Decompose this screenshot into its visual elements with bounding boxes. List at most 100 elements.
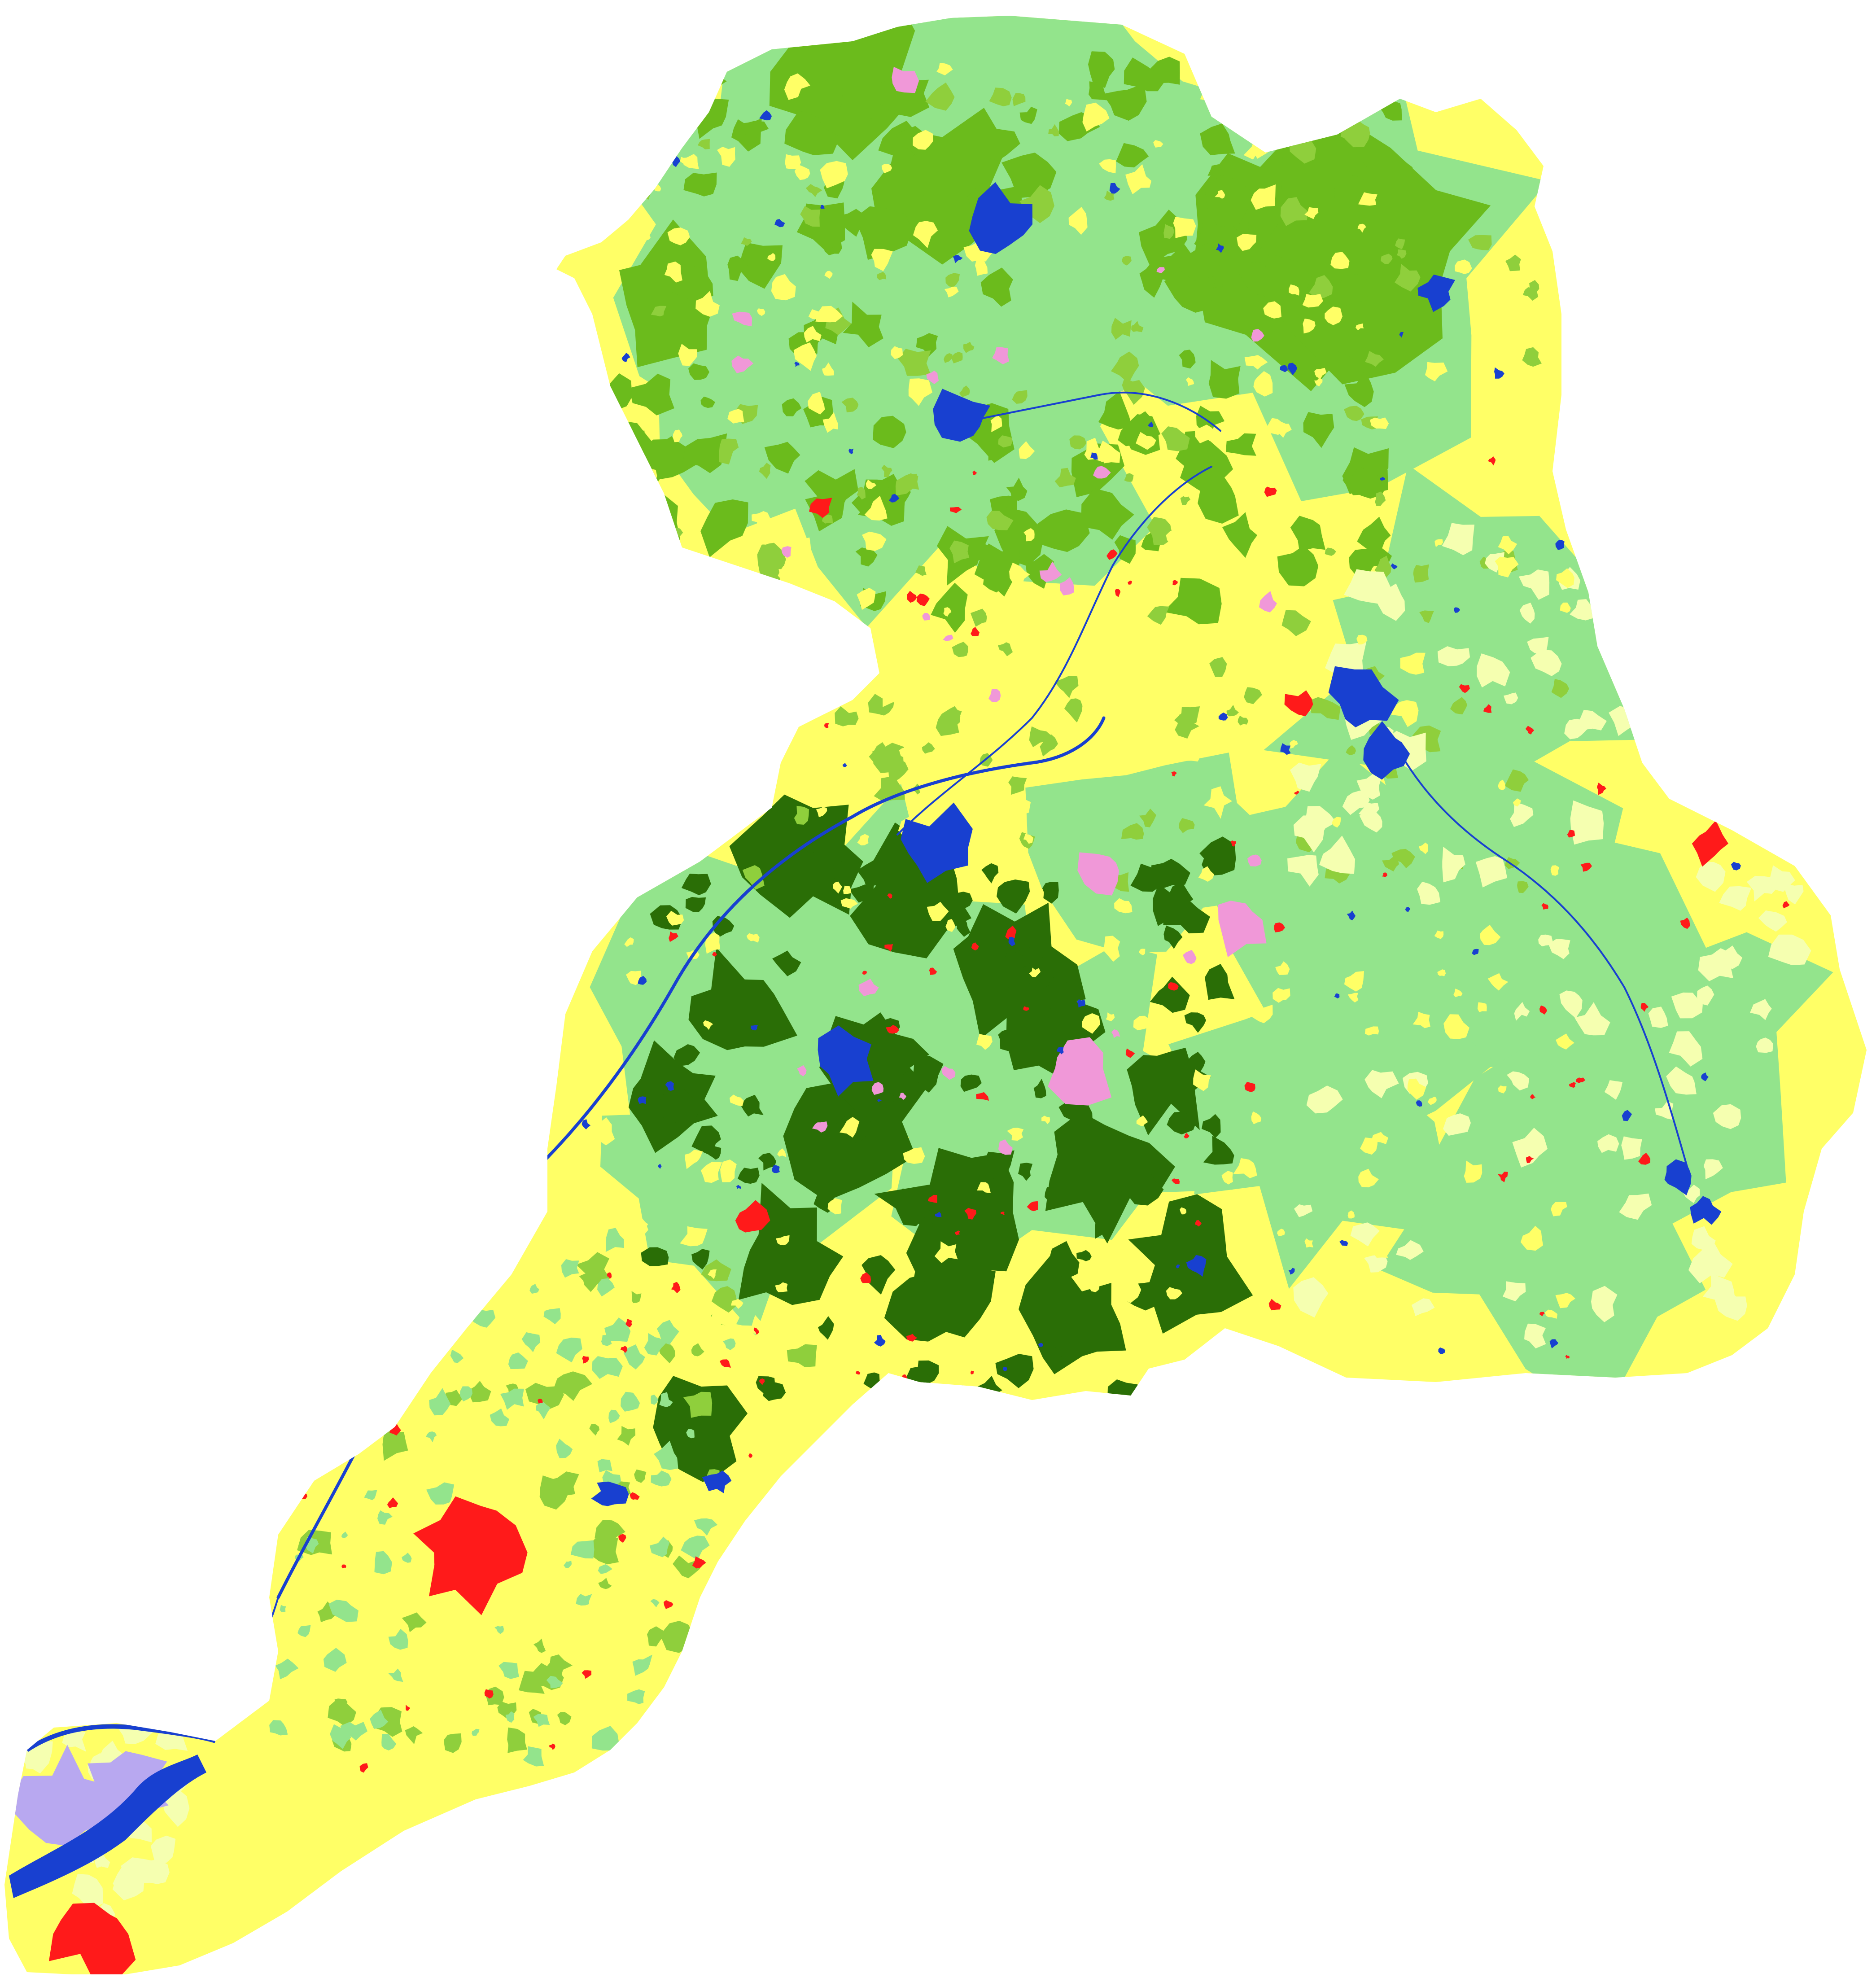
built-up-city [413, 1496, 528, 1615]
very-dense-forest-fleck [957, 917, 971, 937]
dense-forest-patch [1259, 116, 1491, 385]
water-fleck [820, 205, 825, 209]
dense-forest-fleck [1163, 578, 1222, 625]
agriculture-fleck [913, 221, 938, 248]
mixed-forest-fleck [1178, 818, 1195, 833]
agriculture-fleck [1014, 705, 1035, 729]
agriculture-fleck [1495, 556, 1519, 578]
grassland-fleck [437, 1271, 447, 1283]
mixed-forest-fleck [1391, 849, 1415, 868]
built-up-fleck [735, 1753, 748, 1766]
agriculture-fleck [1244, 355, 1268, 370]
fallow-fleck [1364, 1255, 1388, 1273]
agriculture-fleck [756, 735, 769, 752]
agriculture-fleck [578, 900, 602, 930]
barren-fleck [1093, 466, 1111, 479]
built-up-fleck [1274, 922, 1286, 932]
dense-forest-fleck [671, 264, 713, 302]
built-up-fleck [553, 1816, 562, 1826]
fallow-fleck [1504, 692, 1518, 704]
agriculture-fleck [1356, 634, 1368, 645]
agriculture-fleck [1082, 102, 1110, 132]
dense-forest-fleck [628, 494, 681, 543]
mixed-forest-fleck [589, 696, 614, 718]
grassland-patch [1168, 970, 1447, 1289]
agriculture-fleck [1358, 192, 1377, 206]
agriculture-fleck [1289, 284, 1299, 296]
fallow-fleck [1650, 750, 1670, 779]
built-up-fleck [495, 1050, 503, 1060]
built-up-fleck [1678, 720, 1689, 733]
agriculture-fleck [1098, 440, 1120, 464]
fallow-fleck [1758, 910, 1787, 932]
water-fleck [1080, 1406, 1090, 1417]
mixed-forest-fleck [1147, 517, 1172, 545]
built-up-fleck [1268, 1299, 1281, 1311]
agriculture-fleck [776, 1235, 790, 1246]
mixed-forest-fleck [617, 1426, 636, 1446]
fallow-fleck [1619, 1193, 1652, 1220]
mixed-forest-fleck [952, 351, 963, 363]
very-dense-forest-fleck [857, 859, 887, 888]
built-up-fleck [1596, 783, 1606, 795]
mixed-forest-fleck [594, 858, 626, 882]
grassland-fleck [402, 1553, 412, 1563]
mixed-forest-fleck [1175, 713, 1199, 739]
grassland-fleck [472, 1728, 480, 1736]
very-dense-forest-fleck [1042, 882, 1059, 904]
mixed-forest-fleck [634, 1469, 647, 1483]
very-dense-forest-fleck [1058, 1099, 1093, 1127]
agriculture-fleck [757, 308, 765, 316]
dense-forest-fleck [1344, 371, 1374, 407]
water-fleck [582, 1119, 591, 1129]
built-up-fleck [712, 951, 717, 957]
mixed-forest-fleck [872, 743, 904, 773]
very-dense-forest-fleck [995, 1354, 1034, 1388]
water-fleck [1589, 321, 1596, 327]
very-dense-forest-fleck [1199, 836, 1236, 876]
very-dense-forest-patch [1045, 1111, 1175, 1244]
agriculture-fleck [1560, 602, 1571, 613]
built-up-fleck [1001, 1212, 1005, 1215]
very-dense-forest-fleck [1047, 1345, 1065, 1365]
dense-forest-fleck [805, 469, 858, 517]
fallow-fleck [1688, 1242, 1733, 1283]
agriculture-fleck [840, 1117, 860, 1138]
mixed-forest-fleck [1122, 256, 1132, 266]
dense-forest-fleck [1164, 269, 1216, 313]
mixed-forest-fleck [445, 1390, 464, 1406]
agriculture-fleck [976, 1034, 993, 1050]
agriculture-fleck [804, 326, 822, 343]
water-fleck [953, 255, 963, 263]
river-line [964, 391, 1221, 432]
built-up-fleck [1324, 1509, 1330, 1515]
agriculture-fleck [899, 748, 910, 758]
agriculture-fleck [727, 409, 744, 424]
mixed-forest-fleck [1450, 697, 1468, 715]
mixed-forest-fleck [963, 341, 975, 353]
water-fleck [1148, 421, 1154, 428]
river-line [896, 466, 1212, 836]
agriculture-fleck [1303, 319, 1316, 334]
built-up-fleck [787, 640, 797, 648]
water-body-reservoir [901, 802, 973, 883]
fallow-fleck [1512, 1128, 1548, 1168]
built-up-fleck [1526, 1156, 1534, 1164]
very-dense-forest-fleck [833, 859, 859, 891]
water-fleck [716, 705, 722, 711]
dense-forest-patch [619, 219, 714, 368]
fallow-fleck [1359, 811, 1382, 833]
built-up-fleck [906, 1334, 917, 1342]
grassland-fleck [649, 1536, 670, 1558]
grassland-fleck [605, 1228, 624, 1252]
built-up-fleck [1764, 1611, 1773, 1618]
fallow-fleck [1767, 865, 1795, 892]
agriculture-fleck [1294, 652, 1308, 666]
mixed-forest-fleck [854, 654, 869, 669]
agriculture-fleck [1481, 415, 1495, 430]
very-dense-forest-fleck [1112, 1178, 1127, 1192]
grassland-fleck [533, 1714, 550, 1727]
very-dense-forest-fleck [737, 1168, 760, 1184]
built-up-fleck [620, 1346, 628, 1353]
agriculture-fleck [864, 495, 888, 521]
